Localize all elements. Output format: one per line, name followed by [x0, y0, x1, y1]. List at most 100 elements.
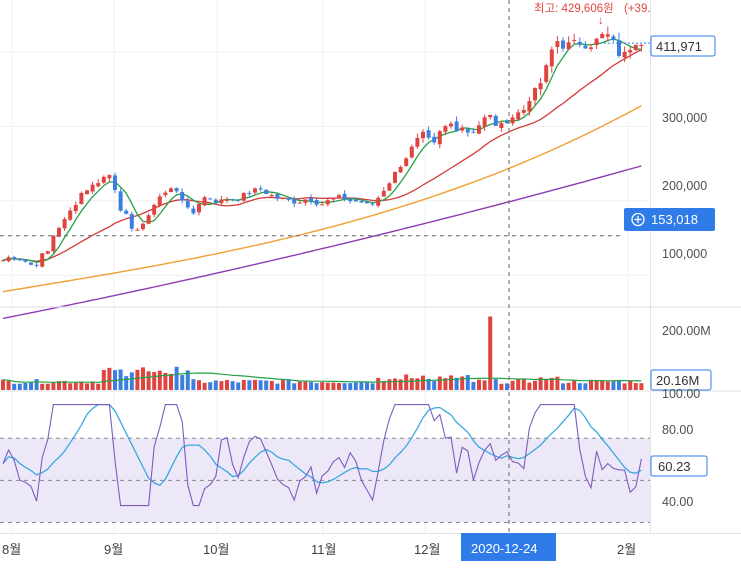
volume-bar[interactable]	[281, 380, 285, 390]
volume-bar[interactable]	[415, 378, 420, 390]
candle[interactable]	[387, 181, 392, 192]
candle[interactable]	[622, 46, 627, 63]
candle[interactable]	[443, 124, 448, 136]
volume-bar[interactable]	[17, 383, 22, 390]
volume-bar[interactable]	[208, 382, 213, 390]
candle[interactable]	[191, 205, 196, 215]
volume-bar[interactable]	[544, 379, 549, 390]
candle[interactable]	[499, 120, 504, 133]
candle[interactable]	[426, 126, 431, 140]
volume-bar[interactable]	[622, 383, 627, 390]
candle[interactable]	[577, 37, 582, 48]
volume-bar[interactable]	[45, 383, 50, 390]
candle[interactable]	[471, 127, 476, 134]
candle[interactable]	[225, 196, 229, 203]
candle[interactable]	[404, 156, 409, 167]
volume-bar[interactable]	[331, 382, 336, 390]
volume-bar[interactable]	[460, 376, 465, 390]
candle[interactable]	[258, 185, 263, 192]
volume-bar[interactable]	[253, 379, 257, 390]
candle[interactable]	[505, 119, 509, 124]
candle[interactable]	[213, 198, 218, 204]
candle[interactable]	[241, 191, 246, 202]
candle[interactable]	[146, 213, 151, 225]
volume-bar[interactable]	[516, 379, 521, 390]
candle[interactable]	[561, 37, 565, 52]
volume-bar[interactable]	[454, 377, 459, 390]
volume-bar[interactable]	[157, 370, 162, 390]
volume-bar[interactable]	[79, 381, 84, 390]
candle[interactable]	[292, 196, 297, 208]
volume-bar[interactable]	[23, 382, 28, 390]
candle[interactable]	[17, 258, 22, 262]
candle[interactable]	[129, 211, 134, 232]
candle[interactable]	[107, 174, 112, 183]
volume-bar[interactable]	[409, 378, 414, 390]
volume-bar[interactable]	[505, 383, 509, 390]
volume-bar[interactable]	[258, 380, 263, 390]
volume-bar[interactable]	[29, 382, 33, 390]
candle[interactable]	[90, 181, 95, 194]
candle[interactable]	[269, 193, 274, 197]
volume-bar[interactable]	[51, 382, 56, 390]
volume-bar[interactable]	[314, 383, 319, 390]
candle[interactable]	[141, 222, 145, 231]
volume-bar[interactable]	[85, 383, 89, 390]
volume-bar[interactable]	[309, 382, 313, 390]
volume-bar[interactable]	[107, 367, 112, 390]
volume-bar[interactable]	[247, 380, 252, 390]
candle[interactable]	[342, 190, 347, 202]
candle[interactable]	[1, 260, 5, 262]
volume-bar[interactable]	[1, 379, 5, 390]
volume-bar[interactable]	[443, 378, 448, 390]
volume-bar[interactable]	[169, 373, 173, 390]
volume-bar[interactable]	[6, 380, 11, 390]
candle[interactable]	[180, 188, 185, 204]
volume-bar[interactable]	[482, 380, 487, 390]
candle[interactable]	[353, 197, 358, 202]
volume-bar[interactable]	[421, 375, 425, 390]
volume-bar[interactable]	[197, 380, 201, 390]
candle[interactable]	[465, 127, 470, 137]
volume-bar[interactable]	[191, 379, 196, 390]
candle[interactable]	[40, 253, 45, 268]
volume-bar[interactable]	[432, 381, 437, 390]
candle[interactable]	[29, 262, 33, 266]
candle[interactable]	[477, 121, 481, 135]
candle[interactable]	[23, 259, 28, 263]
volume-bar[interactable]	[583, 383, 588, 390]
volume-bar[interactable]	[241, 379, 246, 390]
candle[interactable]	[208, 197, 213, 200]
candle[interactable]	[376, 195, 381, 208]
candle[interactable]	[415, 133, 420, 150]
candle[interactable]	[275, 193, 280, 202]
candle[interactable]	[297, 199, 302, 204]
candle[interactable]	[314, 197, 319, 207]
volume-bar[interactable]	[572, 380, 577, 390]
candle[interactable]	[286, 196, 291, 202]
candle[interactable]	[510, 114, 515, 126]
volume-bar[interactable]	[353, 382, 358, 390]
candle[interactable]	[51, 235, 56, 254]
candle[interactable]	[281, 197, 285, 200]
candle[interactable]	[639, 44, 644, 52]
volume-bar[interactable]	[381, 380, 386, 390]
volume-bar[interactable]	[34, 379, 39, 390]
candle[interactable]	[449, 121, 453, 129]
volume-bar[interactable]	[549, 377, 554, 390]
candle[interactable]	[633, 44, 638, 51]
candle[interactable]	[617, 32, 621, 58]
candle[interactable]	[174, 187, 179, 193]
candle[interactable]	[113, 172, 117, 194]
candle[interactable]	[264, 189, 269, 195]
rsi-pane[interactable]	[0, 403, 650, 523]
volume-bar[interactable]	[213, 380, 218, 390]
candle[interactable]	[320, 201, 325, 206]
candle[interactable]	[544, 63, 549, 84]
candle[interactable]	[337, 193, 341, 199]
candle[interactable]	[348, 198, 353, 204]
candle[interactable]	[393, 171, 397, 184]
candle[interactable]	[538, 77, 543, 96]
volume-bar[interactable]	[62, 380, 67, 390]
candle[interactable]	[533, 87, 537, 107]
